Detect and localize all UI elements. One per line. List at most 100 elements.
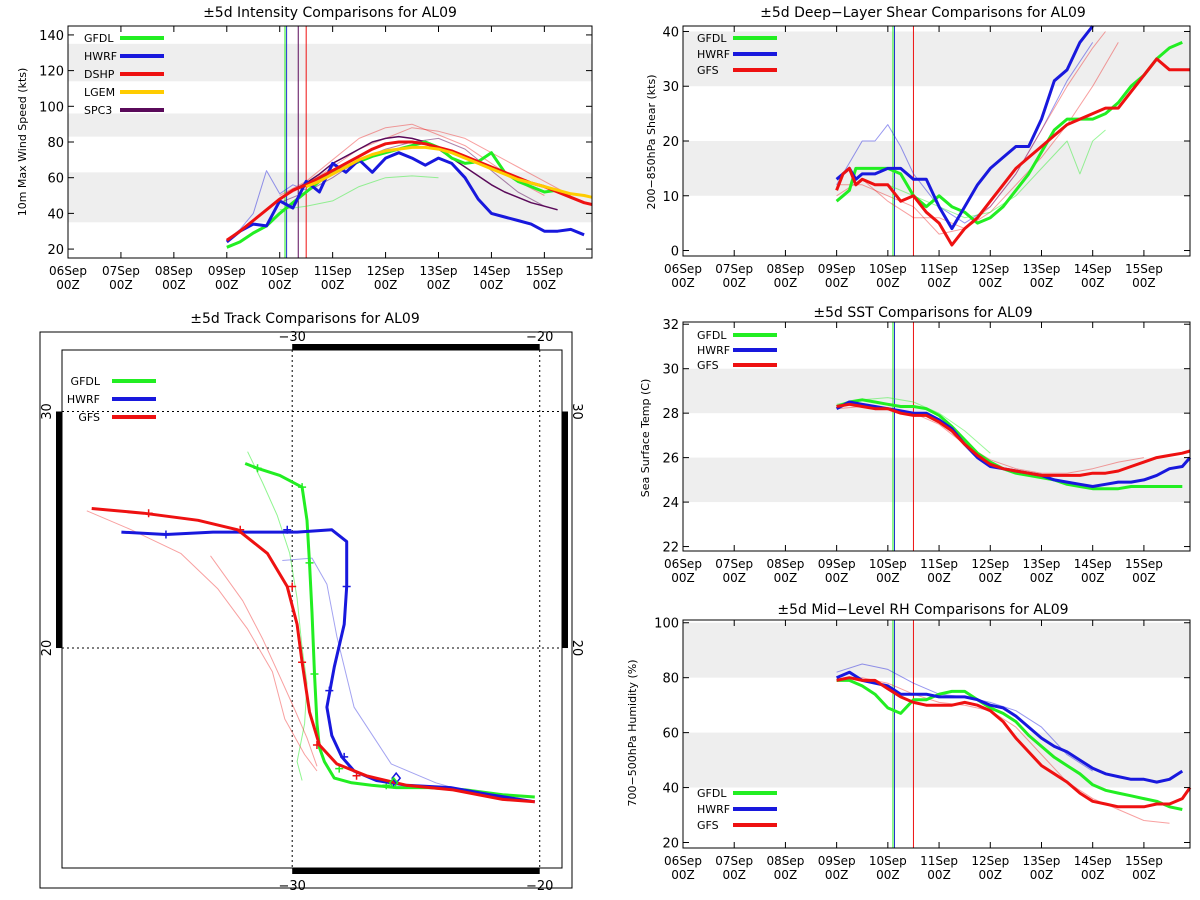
intensity-band-1 (68, 113, 592, 137)
track-lat-label-right-0: 20 (569, 640, 584, 657)
intensity-xtick-day-1: 07Sep (102, 264, 140, 278)
rh-xtick-hour-3: 00Z (825, 868, 849, 882)
track-marker-gfs-1 (236, 525, 245, 534)
rh-x-axis: 06Sep00Z07Sep00Z08Sep00Z09Sep00Z10Sep00Z… (664, 620, 1163, 882)
shear-y-axis: 0 10 20 30 40 (662, 25, 1190, 260)
rh-xtick-hour-1: 00Z (722, 868, 746, 882)
track-series (86, 451, 536, 804)
sst-xtick-hour-8: 00Z (1081, 571, 1105, 585)
track-legend-label-hwrf: HWRF (67, 393, 100, 406)
sst-ytick-label-0: 22 (662, 541, 679, 556)
shear-xtick-day-1: 07Sep (715, 262, 753, 276)
rh-xtick-hour-4: 00Z (876, 868, 900, 882)
intensity-xtick-hour-2: 00Z (162, 278, 186, 292)
shear-xtick-day-7: 13Sep (1023, 262, 1061, 276)
shear-xtick-hour-9: 00Z (1132, 276, 1156, 290)
intensity-series (225, 123, 593, 249)
shear-series-hwrf-3 (836, 42, 1094, 224)
sst-xtick-hour-1: 00Z (722, 571, 746, 585)
track-legend: GFDL HWRF GFS (67, 375, 156, 424)
shear-xtick-day-3: 09Sep (818, 262, 856, 276)
track-marker-gfdl-3 (310, 670, 319, 679)
sst-panel: ±5d SST Comparisons for AL09 Sea Surface… (639, 305, 1192, 585)
rh-xtick-day-7: 13Sep (1023, 854, 1061, 868)
track-lon-label-bottom-1: −20 (526, 879, 553, 894)
shear-xtick-day-8: 14Sep (1074, 262, 1112, 276)
sst-series (835, 397, 1192, 491)
intensity-xtick-hour-9: 00Z (533, 278, 557, 292)
intensity-series-hwrf-1 (225, 151, 585, 244)
shear-legend-label-hwrf: HWRF (697, 48, 730, 61)
sst-xtick-day-9: 15Sep (1125, 557, 1163, 571)
rh-legend-label-gfdl: GFDL (697, 787, 727, 800)
sst-xtick-day-4: 10Sep (869, 557, 907, 571)
rh-band-1 (683, 622, 1190, 678)
rh-ytick-label-1: 40 (662, 782, 679, 797)
shear-xtick-hour-1: 00Z (722, 276, 746, 290)
intensity-xtick-hour-3: 00Z (215, 278, 239, 292)
intensity-legend-label-spc3: SPC3 (84, 104, 112, 117)
rh-xtick-day-8: 14Sep (1074, 854, 1112, 868)
sst-xtick-hour-3: 00Z (825, 571, 849, 585)
intensity-xtick-day-4: 10Sep (261, 264, 299, 278)
sst-xtick-hour-4: 00Z (876, 571, 900, 585)
track-outer-frame (39, 331, 573, 889)
shear-legend-label-gfs: GFS (697, 64, 719, 77)
rh-ytick-label-2: 60 (662, 727, 679, 742)
shear-x-axis: 06Sep00Z07Sep00Z08Sep00Z09Sep00Z10Sep00Z… (664, 26, 1163, 290)
intensity-xtick-day-8: 14Sep (472, 264, 510, 278)
sst-xtick-hour-6: 00Z (979, 571, 1003, 585)
track-lat-label-left-0: 20 (40, 640, 55, 657)
rh-xtick-day-5: 11Sep (920, 854, 958, 868)
shear-xtick-day-4: 10Sep (869, 262, 907, 276)
track-legend-label-gfdl: GFDL (71, 375, 101, 388)
intensity-series-gfdl-6 (279, 175, 439, 211)
sst-ytick-label-4: 30 (662, 363, 679, 378)
shear-bands (683, 31, 1190, 196)
intensity-title: ±5d Intensity Comparisons for AL09 (203, 5, 457, 21)
intensity-xtick-day-2: 08Sep (155, 264, 193, 278)
track-marker-hwrf-2 (342, 582, 351, 591)
sst-ylabel: Sea Surface Temp (C) (639, 379, 652, 497)
sst-xtick-day-6: 12Sep (971, 557, 1009, 571)
sst-vlines (892, 322, 914, 551)
intensity-xtick-hour-6: 00Z (374, 278, 398, 292)
intensity-xtick-hour-0: 00Z (56, 278, 80, 292)
sst-ytick-label-1: 24 (662, 496, 679, 511)
intensity-xtick-day-3: 09Sep (208, 264, 246, 278)
rh-xtick-day-0: 06Sep (664, 854, 702, 868)
intensity-xtick-day-7: 13Sep (420, 264, 458, 278)
rh-xtick-day-2: 08Sep (766, 854, 804, 868)
track-marker-hwrf-1 (283, 525, 292, 534)
shear-series-hwrf-1 (835, 25, 1094, 231)
intensity-ytick-label-6: 140 (39, 29, 64, 44)
track-lat-label-left-1: 30 (40, 403, 55, 420)
shear-ytick-label-4: 40 (662, 25, 679, 40)
intensity-x-axis: 06Sep00Z07Sep00Z08Sep00Z09Sep00Z10Sep00Z… (49, 26, 563, 292)
rh-ytick-label-0: 20 (662, 837, 679, 852)
intensity-xtick-hour-8: 00Z (480, 278, 504, 292)
rh-ytick-label-4: 100 (654, 617, 679, 632)
sst-xtick-hour-7: 00Z (1030, 571, 1054, 585)
track-marker-hwrf-4 (340, 752, 349, 761)
intensity-legend-label-lgem: LGEM (84, 86, 115, 99)
rh-series-hwrf-1 (836, 670, 1184, 784)
rh-xtick-hour-7: 00Z (1030, 868, 1054, 882)
shear-series-gfdl-0 (835, 41, 1183, 225)
track-border-top (292, 344, 540, 350)
intensity-ytick-label-3: 80 (47, 136, 64, 151)
shear-xtick-hour-7: 00Z (1030, 276, 1054, 290)
track-legend-label-gfs: GFS (78, 411, 100, 424)
rh-band-0 (683, 732, 1190, 788)
intensity-legend: GFDL HWRF DSHP LGEM SPC3 (84, 32, 164, 117)
track-marker-hwrf-3 (325, 686, 334, 695)
shear-xtick-hour-4: 00Z (876, 276, 900, 290)
rh-series-gfs-2 (836, 676, 1192, 809)
shear-xtick-day-5: 11Sep (920, 262, 958, 276)
intensity-ytick-label-0: 20 (47, 243, 64, 258)
shear-band-1 (683, 31, 1190, 87)
intensity-legend-label-gfdl: GFDL (84, 32, 114, 45)
rh-xtick-day-4: 10Sep (869, 854, 907, 868)
track-marker-gfs-5 (352, 771, 361, 780)
track-series-gfdl-0 (244, 462, 535, 799)
